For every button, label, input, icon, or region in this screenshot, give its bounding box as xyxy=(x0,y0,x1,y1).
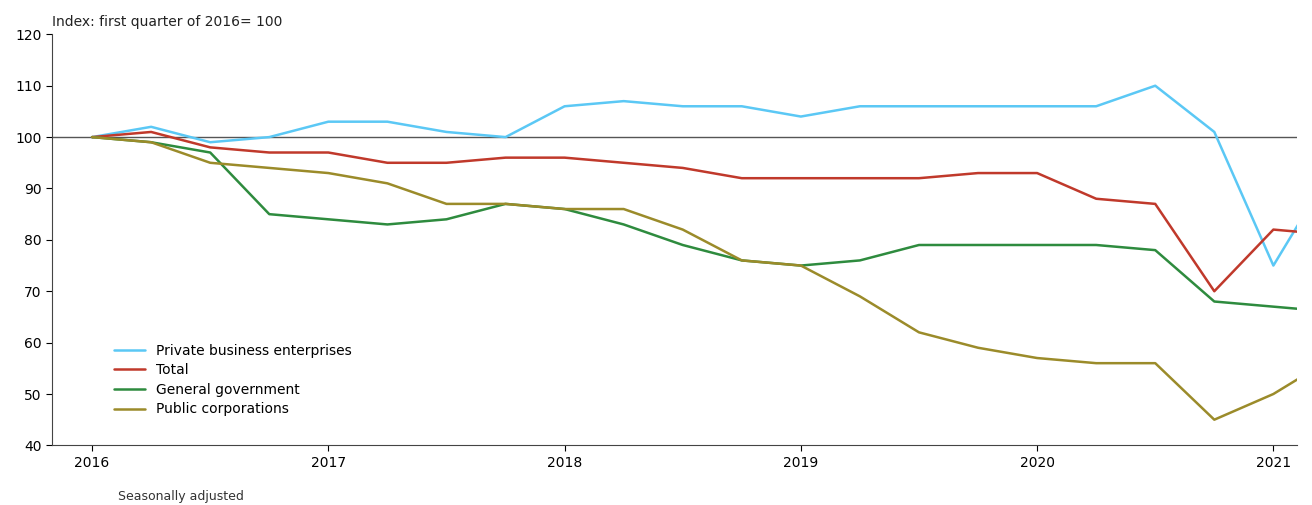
General government xyxy=(438,216,454,222)
Total xyxy=(261,149,277,156)
Private business enterprises xyxy=(438,129,454,135)
Line: General government: General government xyxy=(92,137,1312,327)
Private business enterprises xyxy=(970,103,985,109)
Private business enterprises xyxy=(202,139,218,145)
Public corporations xyxy=(438,201,454,207)
Total xyxy=(1148,201,1164,207)
Public corporations xyxy=(1266,391,1282,397)
Private business enterprises xyxy=(556,103,572,109)
Total xyxy=(438,160,454,166)
General government xyxy=(556,206,572,212)
Total xyxy=(497,155,513,161)
Private business enterprises xyxy=(1148,83,1164,89)
General government xyxy=(84,134,100,140)
Public corporations xyxy=(615,206,631,212)
Private business enterprises xyxy=(851,103,867,109)
Public corporations xyxy=(556,206,572,212)
General government xyxy=(851,258,867,264)
Text: Index: first quarter of 2016= 100: Index: first quarter of 2016= 100 xyxy=(52,15,282,29)
Total xyxy=(320,149,336,156)
Line: Total: Total xyxy=(92,132,1312,291)
Public corporations xyxy=(970,345,985,351)
Private business enterprises xyxy=(379,119,395,125)
Line: Private business enterprises: Private business enterprises xyxy=(92,86,1312,266)
General government xyxy=(970,242,985,248)
Private business enterprises xyxy=(1089,103,1105,109)
General government xyxy=(1089,242,1105,248)
Total xyxy=(733,175,749,181)
General government xyxy=(1148,247,1164,253)
Line: Public corporations: Public corporations xyxy=(92,137,1312,420)
Public corporations xyxy=(674,227,690,233)
Private business enterprises xyxy=(497,134,513,140)
General government xyxy=(911,242,926,248)
General government xyxy=(615,221,631,227)
Private business enterprises xyxy=(1207,129,1223,135)
Private business enterprises xyxy=(261,134,277,140)
Total xyxy=(1266,227,1282,233)
General government xyxy=(674,242,690,248)
Text: Seasonally adjusted: Seasonally adjusted xyxy=(118,490,244,503)
Public corporations xyxy=(1029,355,1044,361)
Total xyxy=(970,170,985,176)
Total xyxy=(792,175,808,181)
Private business enterprises xyxy=(1266,263,1282,269)
Private business enterprises xyxy=(84,134,100,140)
General government xyxy=(792,263,808,269)
Total xyxy=(1029,170,1044,176)
Total xyxy=(202,144,218,150)
Total xyxy=(1089,196,1105,202)
Private business enterprises xyxy=(792,114,808,120)
Total xyxy=(379,160,395,166)
Public corporations xyxy=(733,258,749,264)
Total xyxy=(674,165,690,171)
Private business enterprises xyxy=(143,124,159,130)
Public corporations xyxy=(320,170,336,176)
Public corporations xyxy=(379,180,395,186)
Private business enterprises xyxy=(320,119,336,125)
General government xyxy=(202,149,218,156)
General government xyxy=(733,258,749,264)
Public corporations xyxy=(143,139,159,145)
Private business enterprises xyxy=(615,98,631,104)
Public corporations xyxy=(84,134,100,140)
Private business enterprises xyxy=(1029,103,1044,109)
Total xyxy=(911,175,926,181)
General government xyxy=(1029,242,1044,248)
Total xyxy=(1207,288,1223,294)
Private business enterprises xyxy=(733,103,749,109)
Legend: Private business enterprises, Total, General government, Public corporations: Private business enterprises, Total, Gen… xyxy=(109,338,357,422)
Total xyxy=(556,155,572,161)
Public corporations xyxy=(911,329,926,335)
Public corporations xyxy=(1148,360,1164,366)
General government xyxy=(143,139,159,145)
General government xyxy=(379,221,395,227)
Total xyxy=(143,129,159,135)
General government xyxy=(1266,304,1282,310)
General government xyxy=(320,216,336,222)
Public corporations xyxy=(792,263,808,269)
Public corporations xyxy=(261,165,277,171)
Total xyxy=(851,175,867,181)
General government xyxy=(497,201,513,207)
Public corporations xyxy=(1207,417,1223,423)
General government xyxy=(261,211,277,217)
General government xyxy=(1207,298,1223,305)
Total xyxy=(84,134,100,140)
Public corporations xyxy=(851,293,867,299)
Public corporations xyxy=(1089,360,1105,366)
Public corporations xyxy=(202,160,218,166)
Private business enterprises xyxy=(911,103,926,109)
Total xyxy=(615,160,631,166)
Private business enterprises xyxy=(674,103,690,109)
Public corporations xyxy=(497,201,513,207)
